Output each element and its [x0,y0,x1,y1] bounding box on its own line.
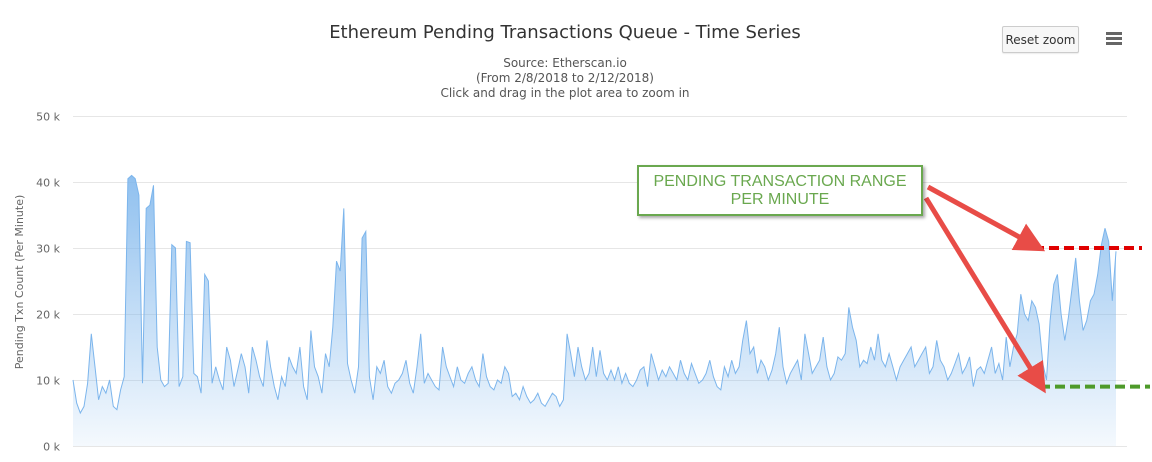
y-axis-label: Pending Txn Count (Per Minute) [13,195,26,370]
chart-title: Ethereum Pending Transactions Queue - Ti… [329,22,801,43]
arrow-to-low [923,196,1046,394]
y-tick-label: 20 k [36,309,60,322]
arrow-to-high [926,184,1046,252]
chart-subtitle-hint: Click and drag in the plot area to zoom … [440,86,690,100]
y-tick-label: 40 k [36,177,60,190]
series-line [72,174,1117,415]
y-tick-label: 50 k [36,111,60,124]
series-area [73,175,1116,446]
chart-subtitle-source: Source: Etherscan.io [503,56,627,70]
chart-subtitle-daterange: (From 2/8/2018 to 2/12/2018) [475,71,654,85]
reset-zoom-button[interactable]: Reset zoom [1002,26,1079,53]
annotation-box: PENDING TRANSACTION RANGE PER MINUTE [637,165,923,216]
y-tick-label: 10 k [36,375,60,388]
annotation-line-2: PER MINUTE [730,190,830,208]
y-tick-label: 30 k [36,243,60,256]
y-tick-label: 0 k [43,441,60,454]
annotation-line-1: PENDING TRANSACTION RANGE [653,172,907,190]
hamburger-menu-icon[interactable] [1100,26,1128,50]
